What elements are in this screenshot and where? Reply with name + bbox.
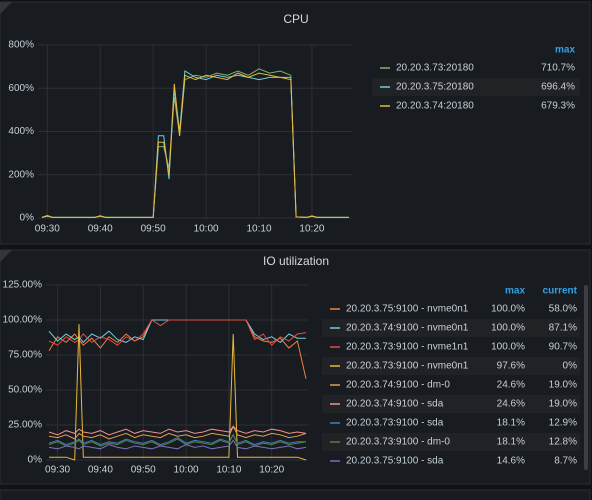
y-tick-label: 25.00%: [8, 420, 42, 431]
legend-max: 18.1%: [497, 418, 525, 429]
legend-name: 20.20.3.74:9100 - dm-0: [346, 380, 450, 391]
legend-current: 87.1%: [549, 323, 577, 334]
x-tick-label: 09:40: [88, 465, 113, 476]
legend-name: 20.20.3.75:9100 - sda: [346, 456, 444, 467]
legend-name: 20.20.3.73:9100 - dm-0: [346, 437, 450, 448]
y-tick-label: 400%: [8, 126, 34, 137]
legend-header: max: [555, 45, 575, 56]
series-line: [48, 425, 307, 436]
y-tick-label: 200%: [8, 169, 34, 180]
legend-name: 20.20.3.75:9100 - nvme0n1: [346, 304, 469, 315]
legend-row-bg: [322, 319, 580, 337]
legend-current: 19.0%: [549, 380, 577, 391]
panel: [0, 489, 591, 500]
legend-header: current: [543, 286, 578, 297]
x-tick-label: 10:10: [247, 224, 272, 235]
legend-name: 20.20.3.74:9100 - nvme0n1: [346, 323, 469, 334]
y-tick-label: 50.00%: [8, 385, 42, 396]
legend-max: 24.6%: [497, 380, 525, 391]
info-corner: [0, 250, 12, 262]
x-tick-label: 09:40: [88, 224, 113, 235]
legend-max: 14.6%: [497, 456, 525, 467]
legend-current: 8.7%: [554, 456, 577, 467]
x-tick-label: 10:20: [299, 224, 324, 235]
y-tick-label: 0%: [20, 213, 35, 224]
legend-current: 90.7%: [549, 342, 577, 353]
legend-current: 58.0%: [549, 304, 577, 315]
series-line: [48, 433, 306, 446]
legend-header: max: [505, 286, 525, 297]
series-line: [49, 324, 307, 461]
legend-name: 20.20.3.75:20180: [396, 82, 474, 93]
y-tick-label: 75.00%: [8, 350, 42, 361]
x-tick-label: 10:20: [259, 465, 284, 476]
legend-current: 12.8%: [549, 437, 577, 448]
panel: [0, 1, 591, 245]
legend-name: 20.20.3.74:9100 - sda: [346, 399, 444, 410]
x-tick-label: 09:50: [131, 465, 156, 476]
series-line: [48, 319, 307, 346]
series-line: [48, 425, 307, 440]
legend-row-bg: [322, 433, 580, 451]
x-tick-label: 09:50: [141, 224, 166, 235]
legend-row-bg: [322, 395, 580, 413]
panel-title: CPU: [283, 12, 308, 26]
legend-max: 696.4%: [541, 82, 575, 93]
legend-name: 20.20.3.73:9100 - nvme1n1: [346, 342, 469, 353]
legend-max: 18.1%: [497, 437, 525, 448]
x-tick-label: 10:10: [216, 465, 241, 476]
series-line: [48, 439, 307, 450]
x-tick-label: 10:00: [194, 224, 219, 235]
legend-name: 20.20.3.74:20180: [396, 101, 474, 112]
legend-max: 100.0%: [491, 342, 525, 353]
x-tick-label: 09:30: [45, 465, 70, 476]
legend-current: 0%: [563, 361, 578, 372]
legend-row-bg: [322, 357, 580, 375]
legend-max: 24.6%: [497, 399, 525, 410]
legend-current: 12.9%: [549, 418, 577, 429]
series-line: [41, 72, 349, 218]
legend-max: 679.3%: [541, 101, 575, 112]
legend-name: 20.20.3.73:9100 - nvme0n1: [346, 361, 469, 372]
legend-max: 97.6%: [497, 361, 525, 372]
panel-title: IO utilization: [263, 254, 329, 268]
legend-name: 20.20.3.73:20180: [396, 63, 474, 74]
legend-row-bg: [372, 78, 580, 96]
legend-name: 20.20.3.73:9100 - sda: [346, 418, 444, 429]
x-tick-label: 09:30: [35, 224, 60, 235]
y-tick-label: 100.00%: [3, 315, 43, 326]
y-tick-label: 0%: [28, 455, 43, 466]
info-corner: [0, 2, 12, 14]
scrollbar[interactable]: [584, 285, 588, 470]
y-tick-label: 600%: [8, 83, 34, 94]
y-tick-label: 800%: [8, 40, 34, 51]
legend-current: 19.0%: [549, 399, 577, 410]
series-line: [48, 433, 307, 447]
x-tick-label: 10:00: [174, 465, 199, 476]
legend-max: 100.0%: [491, 323, 525, 334]
legend-max: 710.7%: [541, 63, 575, 74]
legend-max: 100.0%: [491, 304, 525, 315]
y-tick-label: 125.00%: [3, 280, 43, 291]
